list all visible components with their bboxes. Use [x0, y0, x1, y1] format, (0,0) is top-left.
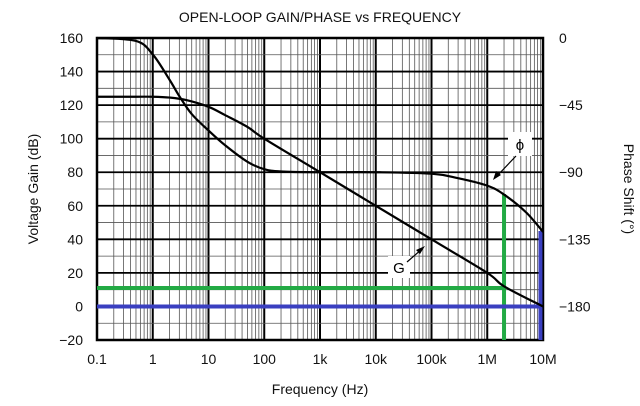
- y-tick-label: 80: [67, 164, 83, 180]
- y-tick-label: 120: [60, 97, 84, 113]
- x-tick-label: 1M: [478, 351, 497, 367]
- y-tick-label: 20: [67, 265, 83, 281]
- y-tick-label: −20: [59, 332, 83, 348]
- x-tick-label: 10M: [529, 351, 556, 367]
- tick-labels: 0.1 1 10 100 1k 10k 100k 1M 10M 160 140 120 100 80 60 4…: [59, 30, 590, 367]
- series-phase-line: [96, 36, 544, 233]
- chart-title: OPEN-LOOP GAIN/PHASE vs FREQUENCY: [179, 9, 462, 25]
- series-label-phase: ϕ: [516, 137, 524, 154]
- arrowhead-g: [416, 246, 425, 254]
- marks: [96, 36, 544, 340]
- arrowhead-phase: [493, 171, 501, 180]
- arrow-phase: [496, 155, 517, 177]
- y-tick-label: 160: [60, 30, 84, 46]
- plot-frame: [95, 36, 545, 342]
- x-tick-label: 100: [253, 351, 277, 367]
- y-tick-label: 100: [60, 131, 84, 147]
- y2-tick-label: −90: [559, 164, 583, 180]
- y2-tick-label: 0: [559, 30, 567, 46]
- x-tick-label: 10: [201, 351, 217, 367]
- y2-axis-label: Phase Shift (°): [621, 144, 637, 234]
- y-axis-label: Voltage Gain (dB): [25, 134, 41, 245]
- label-phase: ϕ: [493, 132, 532, 180]
- y2-tick-label: −135: [559, 231, 591, 247]
- y2-tick-label: −45: [559, 97, 583, 113]
- series-G-line: [97, 95, 544, 308]
- y-tick-label: 40: [67, 231, 83, 247]
- x-axis-label: Frequency (Hz): [272, 381, 368, 397]
- x-tick-label: 1k: [313, 351, 329, 367]
- y-tick-label: 0: [75, 298, 83, 314]
- series-label-g: G: [393, 260, 405, 277]
- y2-tick-label: −180: [559, 298, 591, 314]
- x-tick-label: 100k: [416, 351, 447, 367]
- x-tick-label: 10k: [364, 351, 388, 367]
- y-tick-label: 60: [67, 198, 83, 214]
- x-tick-label: 1: [149, 351, 157, 367]
- y-tick-label: 140: [60, 64, 84, 80]
- x-tick-label: 0.1: [87, 351, 107, 367]
- grid: [95, 36, 545, 342]
- label-g: G: [388, 246, 425, 278]
